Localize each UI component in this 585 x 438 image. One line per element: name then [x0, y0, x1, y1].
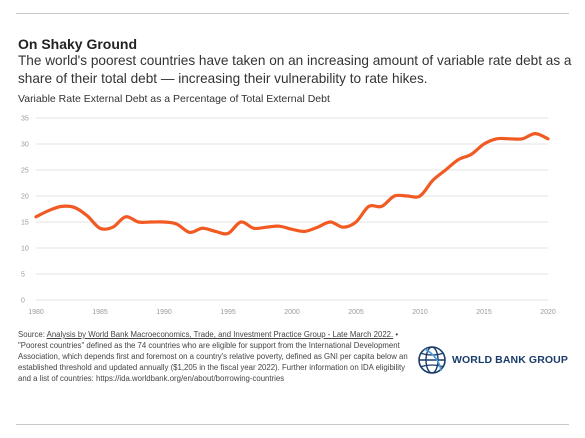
- bottom-divider: [16, 424, 569, 425]
- source-label: Source:: [18, 330, 45, 339]
- series-lines: [34, 132, 550, 236]
- top-divider: [16, 13, 569, 14]
- globe-icon: [418, 346, 446, 374]
- x-tick-label: 1985: [92, 309, 108, 316]
- x-tick-label: 1990: [156, 309, 172, 316]
- y-tick-label: 5: [21, 272, 25, 279]
- x-tick-label: 2005: [348, 309, 364, 316]
- source-link[interactable]: Analysis by World Bank Macroeconomics, T…: [46, 330, 394, 339]
- x-axis-ticks: 1980 1985 1990 1995 2000 2005 2010 2015 2020: [28, 309, 556, 316]
- chart-subtitle: The world's poorest countries have taken…: [18, 53, 572, 86]
- chart-y-description: Variable Rate External Debt as a Percent…: [18, 93, 330, 105]
- y-axis-ticks: 0 5 10 15 20 25 30 35: [21, 116, 29, 305]
- logo-text: WORLD BANK GROUP: [452, 354, 568, 366]
- chart-title: On Shaky Ground: [18, 36, 138, 52]
- x-tick-label: 1980: [28, 309, 44, 316]
- y-tick-label: 30: [21, 142, 29, 149]
- x-tick-label: 1995: [220, 309, 236, 316]
- x-tick-label: 2000: [284, 309, 300, 316]
- footnote-text: • "Poorest countries" defined as the 74 …: [18, 330, 408, 383]
- world-bank-logo: WORLD BANK GROUP: [417, 345, 568, 375]
- x-tick-label: 2010: [412, 309, 428, 316]
- y-tick-label: 35: [21, 116, 29, 123]
- series-line-0: [34, 132, 550, 236]
- y-tick-label: 0: [21, 298, 25, 305]
- y-tick-label: 25: [21, 168, 29, 175]
- x-tick-label: 2015: [476, 309, 492, 316]
- grid: [36, 117, 548, 301]
- y-tick-label: 20: [21, 194, 29, 201]
- y-tick-label: 15: [21, 220, 29, 227]
- x-tick-label: 2020: [540, 309, 556, 316]
- y-tick-label: 10: [21, 246, 29, 253]
- line-chart: 0 5 10 15 20 25 30 35 1980 1985 1990 1995 2000 2005 2…: [21, 116, 556, 317]
- footnote: Source: Analysis by World Bank Macroecon…: [18, 329, 418, 384]
